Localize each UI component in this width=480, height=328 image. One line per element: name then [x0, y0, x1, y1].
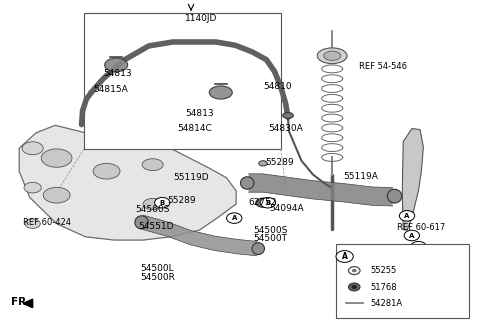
Text: 55255: 55255 — [371, 266, 397, 275]
Ellipse shape — [24, 182, 41, 193]
Circle shape — [352, 269, 356, 272]
Ellipse shape — [142, 159, 163, 171]
Text: A: A — [404, 213, 410, 219]
FancyBboxPatch shape — [336, 244, 469, 318]
Text: 54281A: 54281A — [371, 299, 403, 308]
Text: 54560S: 54560S — [135, 205, 170, 214]
Polygon shape — [19, 125, 236, 240]
Polygon shape — [23, 299, 33, 308]
Text: 55119D: 55119D — [173, 173, 208, 182]
Text: REF 60-617: REF 60-617 — [397, 223, 446, 233]
Text: 54810: 54810 — [263, 82, 292, 92]
Ellipse shape — [240, 177, 254, 189]
Ellipse shape — [317, 48, 347, 64]
Ellipse shape — [283, 113, 293, 118]
Text: 54815A: 54815A — [94, 85, 128, 94]
Text: 51768: 51768 — [371, 282, 397, 292]
Text: 54500R: 54500R — [140, 273, 175, 282]
Text: 62752: 62752 — [249, 198, 277, 207]
Text: 55119A: 55119A — [343, 172, 378, 181]
Text: 54830A: 54830A — [268, 124, 302, 133]
Circle shape — [352, 285, 357, 289]
Text: 54094A: 54094A — [270, 204, 304, 213]
Ellipse shape — [387, 189, 402, 203]
Text: B: B — [160, 200, 165, 206]
Ellipse shape — [135, 216, 148, 229]
Ellipse shape — [259, 161, 267, 166]
Ellipse shape — [93, 163, 120, 179]
Text: A: A — [409, 233, 415, 238]
Text: A: A — [416, 244, 421, 250]
Text: 55289: 55289 — [265, 158, 294, 167]
Text: A: A — [231, 215, 237, 221]
Circle shape — [399, 211, 415, 221]
Text: 54813: 54813 — [103, 69, 132, 78]
Text: 54500S: 54500S — [253, 226, 288, 235]
Text: 54551D: 54551D — [138, 222, 174, 232]
Text: FR.: FR. — [11, 297, 30, 307]
Ellipse shape — [256, 198, 270, 207]
Text: 54500T: 54500T — [253, 234, 288, 243]
Ellipse shape — [324, 51, 340, 60]
Ellipse shape — [143, 198, 162, 210]
Polygon shape — [402, 129, 423, 230]
Text: B: B — [265, 200, 270, 206]
Circle shape — [227, 213, 242, 223]
Ellipse shape — [252, 243, 264, 255]
Circle shape — [155, 197, 170, 208]
Ellipse shape — [105, 58, 128, 72]
Text: 54813: 54813 — [185, 109, 214, 118]
Text: 54500L: 54500L — [140, 264, 174, 273]
Circle shape — [348, 267, 360, 275]
Ellipse shape — [209, 86, 232, 99]
FancyBboxPatch shape — [84, 13, 281, 149]
Ellipse shape — [43, 187, 70, 203]
Text: 55289: 55289 — [167, 196, 196, 205]
Circle shape — [411, 241, 426, 252]
Circle shape — [336, 251, 353, 262]
Ellipse shape — [41, 149, 72, 167]
Circle shape — [404, 230, 420, 241]
Text: 1140JD: 1140JD — [185, 13, 217, 23]
Text: 54814C: 54814C — [178, 124, 212, 133]
Text: REF 54-546: REF 54-546 — [359, 62, 407, 71]
Circle shape — [260, 197, 276, 208]
Text: A: A — [342, 252, 348, 261]
Ellipse shape — [25, 219, 40, 228]
Circle shape — [348, 283, 360, 291]
Text: REF 60-424: REF 60-424 — [23, 218, 71, 227]
Ellipse shape — [22, 142, 43, 155]
